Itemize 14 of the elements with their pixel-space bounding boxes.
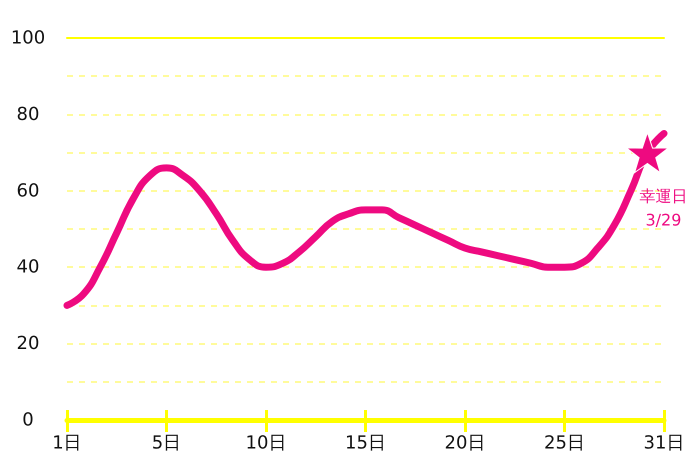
x-tick-label: 1日 xyxy=(52,432,82,454)
y-tick-label: 100 xyxy=(10,28,46,48)
y-tick-label: 20 xyxy=(16,333,40,354)
x-tick-label: 5日 xyxy=(152,432,182,454)
x-tick-label: 20日 xyxy=(444,432,486,454)
x-tick-label: 25日 xyxy=(544,432,585,454)
y-tick-label: 60 xyxy=(16,180,40,202)
annotation: 幸運日 3/29 xyxy=(639,186,688,230)
x-tick-label: 10日 xyxy=(246,432,286,454)
x-tick-label: 15日 xyxy=(345,432,386,454)
y-tick-label: 40 xyxy=(16,256,40,278)
y-tick-label: 80 xyxy=(16,104,40,125)
x-tick-label: 31日 xyxy=(644,432,684,454)
y-tick-label: 0 xyxy=(22,410,34,430)
